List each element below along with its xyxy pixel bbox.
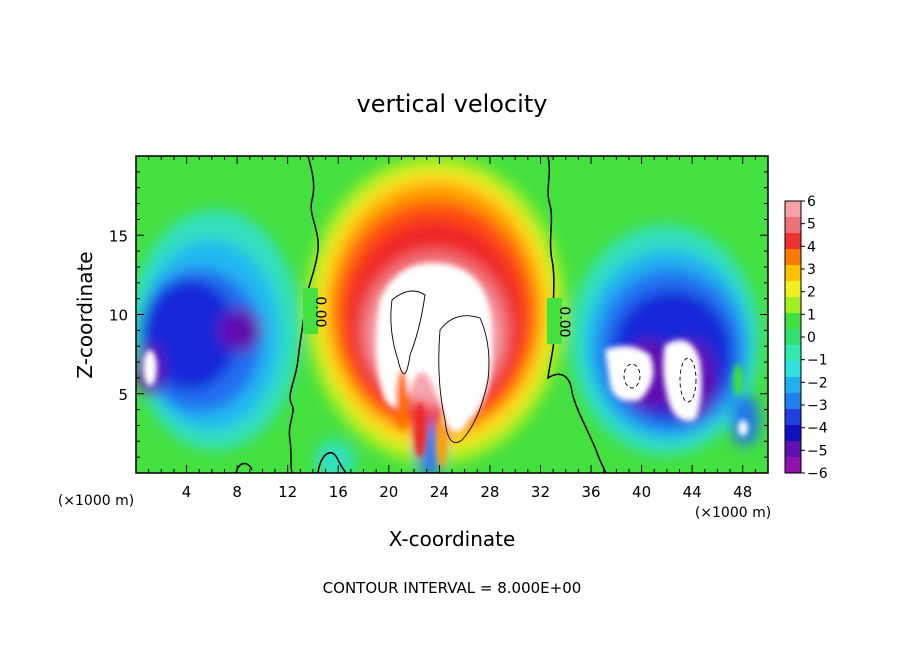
colorbar-swatch [785, 361, 801, 378]
colorbar-tick-label: −4 [807, 421, 828, 437]
plot-area: 0.00 0.00 [136, 156, 768, 473]
x-tick-label: 44 [683, 483, 702, 501]
y-tick-label: 10 [109, 307, 128, 325]
colorbar-tick-label: −5 [807, 443, 828, 459]
colorbar-swatch [785, 233, 801, 250]
contour-zero-left [288, 156, 319, 473]
x-tick-label: 20 [379, 483, 398, 501]
colorbar-tick-label: −1 [807, 353, 828, 369]
x-tick-label: 16 [329, 483, 348, 501]
y-axis-label: Z-coordinate [73, 251, 97, 378]
x-tick-label: 36 [581, 483, 600, 501]
colorbar-tick-label: 6 [807, 194, 816, 210]
x-tick-label: 4 [182, 483, 192, 501]
colorbar-swatch [785, 409, 801, 426]
x-tick-label: 40 [632, 483, 651, 501]
colorbar-swatch [785, 265, 801, 282]
colorbar-tick-label: 0 [807, 330, 816, 346]
colorbar-tick-label: −2 [807, 375, 828, 391]
x-axis: 4 8 12 16 20 24 28 32 36 40 44 48 [148, 156, 756, 501]
x-tick-label: 28 [480, 483, 499, 501]
contour-interval-note: CONTOUR INTERVAL = 8.000E+00 [323, 579, 582, 597]
colorbar-tick-label: 2 [807, 285, 816, 301]
colorbar: 6 5 4 3 2 1 0 −1 −2 −3 −4 −5 −6 [784, 194, 828, 482]
colorbar-swatch [785, 201, 801, 218]
x-unit-label: (×1000 m) [695, 505, 771, 521]
colorbar-tick-label: 5 [807, 217, 816, 233]
colorbar-swatch [785, 457, 801, 474]
y-unit-label: (×1000 m) [58, 493, 134, 509]
colorbar-swatch [785, 425, 801, 442]
contour-label-left: 0.00 [312, 296, 328, 327]
colorbar-tick-label: 3 [807, 262, 816, 278]
y-tick-label: 15 [109, 227, 128, 245]
colorbar-swatch [785, 393, 801, 410]
contour-inner [390, 290, 490, 443]
contour-label-right-group: 0.00 [547, 298, 572, 344]
colorbar-swatch [785, 345, 801, 362]
colorbar-tick-label: 4 [807, 239, 816, 255]
x-axis-label: X-coordinate [389, 527, 516, 551]
colorbar-tick-label: −6 [807, 466, 828, 482]
x-tick-label: 48 [733, 483, 752, 501]
x-tick-label: 32 [531, 483, 550, 501]
colorbar-swatch [785, 249, 801, 266]
contour-label-left-group: 0.00 [303, 288, 328, 334]
contour-zero-right [547, 156, 607, 473]
colorbar-tick-label: −3 [807, 398, 828, 414]
field-cores [143, 263, 748, 468]
colorbar-swatch [785, 217, 801, 234]
chart-title: vertical velocity [357, 90, 548, 118]
x-tick-label: 8 [232, 483, 242, 501]
colorbar-swatch [785, 281, 801, 298]
colorbar-tick-label: 1 [807, 307, 816, 323]
y-tick-label: 5 [118, 386, 128, 404]
colorbar-swatch [785, 297, 801, 314]
colorbar-swatch [785, 313, 801, 330]
x-tick-label: 24 [430, 483, 449, 501]
contour-negative [623, 357, 697, 403]
colorbar-swatch [785, 377, 801, 394]
contour-label-right: 0.00 [556, 306, 572, 337]
x-tick-label: 12 [278, 483, 297, 501]
y-axis: 5 10 15 [109, 171, 768, 458]
colorbar-swatch [785, 441, 801, 458]
contour-zero-bottom-mid [317, 452, 347, 473]
colorbar-swatch [785, 329, 801, 346]
